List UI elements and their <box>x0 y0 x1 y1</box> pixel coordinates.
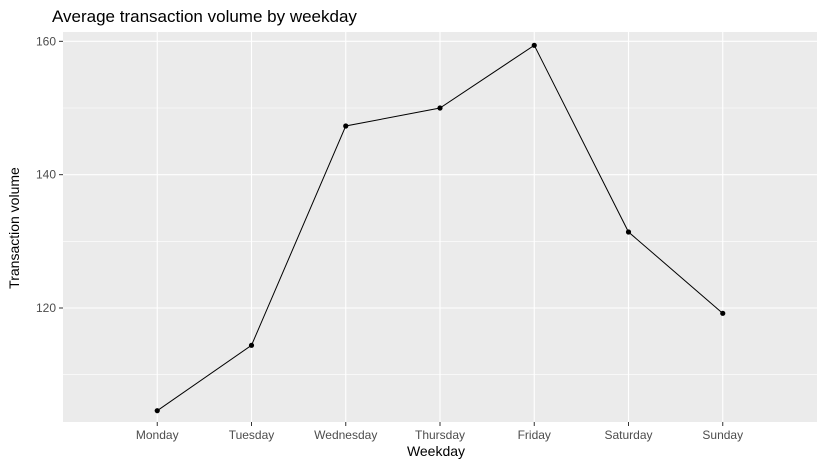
x-tick-label: Sunday <box>702 428 743 442</box>
y-tick-label: 140 <box>36 168 56 182</box>
x-tick-label: Thursday <box>415 428 465 442</box>
data-point-saturday <box>625 229 632 235</box>
chart-title: Average transaction volume by weekday <box>52 7 357 26</box>
x-tick-label: Monday <box>136 428 179 442</box>
x-tick-label: Tuesday <box>229 428 275 442</box>
y-tick-label: 120 <box>36 301 56 315</box>
y-tick-label: 160 <box>36 34 56 48</box>
data-point-thursday <box>437 105 443 111</box>
series-layer <box>154 42 726 414</box>
data-point-friday <box>531 42 537 48</box>
x-axis: Monday Tuesday Wednesday Thursday Friday Satu… <box>136 422 743 442</box>
data-point-monday <box>154 408 160 414</box>
major-gridlines <box>63 32 817 422</box>
data-point-tuesday <box>248 342 255 348</box>
x-tick-label: Wednesday <box>314 428 377 442</box>
data-point-wednesday <box>343 123 349 129</box>
data-point-sunday <box>720 310 726 316</box>
x-tick-label: Friday <box>518 428 551 442</box>
y-axis-title: Transaction volume <box>6 167 22 289</box>
x-axis-title: Weekday <box>407 443 465 459</box>
y-axis: 120 140 160 <box>36 34 63 315</box>
x-tick-label: Saturday <box>604 428 652 442</box>
